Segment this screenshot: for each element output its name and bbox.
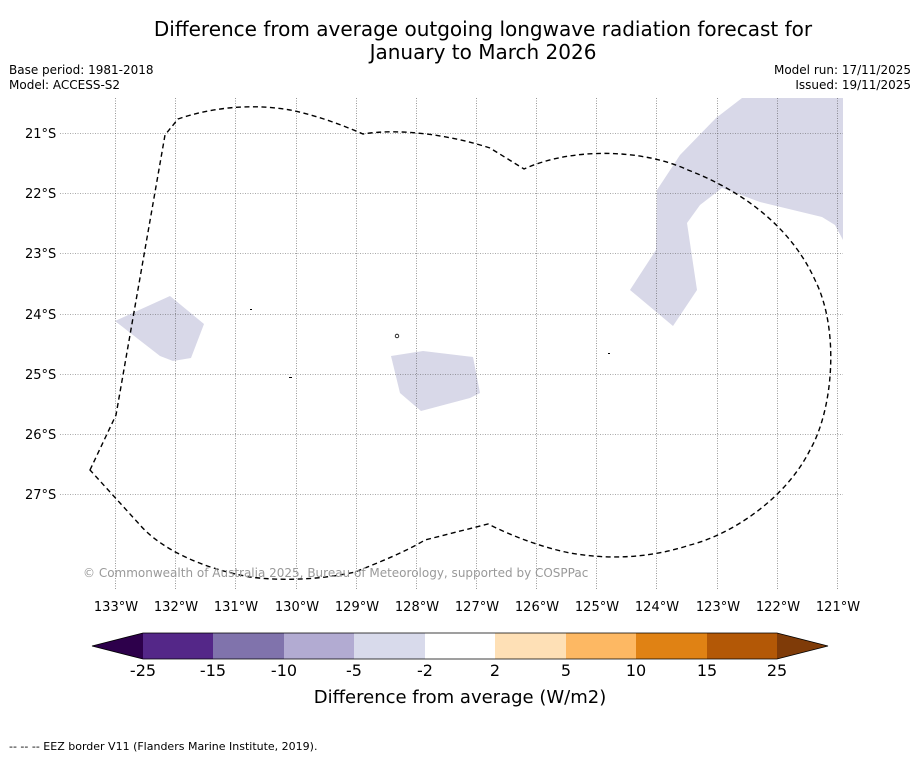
island-speck <box>289 377 292 378</box>
colorbar-segment <box>284 633 355 659</box>
latitude-labels: 21°S 22°S 23°S 24°S 25°S 26°S 27°S <box>25 127 56 503</box>
lon-label: 131°W <box>214 600 258 615</box>
lat-label: 24°S <box>25 308 56 323</box>
meta-left: Base period: 1981-2018 Model: ACCESS-S2 <box>9 63 154 93</box>
gridlines <box>60 98 843 590</box>
colorbar-tick: 25 <box>767 661 787 680</box>
longitude-labels: 133°W 132°W 131°W 130°W 129°W 128°W 127°… <box>94 600 860 615</box>
islands <box>250 309 610 378</box>
footer-source: -- -- -- EEZ border V11 (Flanders Marine… <box>9 740 318 753</box>
colorbar-segment <box>213 633 284 659</box>
colorbar: -25 -15 -10 -5 -2 2 5 10 15 25 Differenc… <box>91 632 829 708</box>
island-speck <box>250 309 252 310</box>
colorbar-tick: -15 <box>200 661 226 680</box>
colorbar-segment <box>425 633 496 659</box>
anomaly-patches <box>115 98 843 411</box>
colorbar-extend-high <box>777 633 828 659</box>
lon-label: 128°W <box>395 600 439 615</box>
island-speck <box>608 353 610 354</box>
eez-border <box>89 106 832 580</box>
map: 133°W 132°W 131°W 130°W 129°W 128°W 127°… <box>25 98 860 708</box>
colorbar-tick: 15 <box>697 661 717 680</box>
issued-date: Issued: 19/11/2025 <box>795 78 911 92</box>
colorbar-segment <box>636 633 707 659</box>
lat-label: 27°S <box>25 488 56 503</box>
title-line-1: Difference from average outgoing longwav… <box>153 17 813 41</box>
lat-label: 25°S <box>25 368 56 383</box>
model-run: Model run: 17/11/2025 <box>773 63 911 77</box>
lon-label: 122°W <box>756 600 800 615</box>
colorbar-segment <box>495 633 566 659</box>
colorbar-tick: 5 <box>561 661 571 680</box>
colorbar-segment <box>143 633 214 659</box>
anomaly-patch-northeast <box>630 98 843 326</box>
colorbar-tick: 2 <box>490 661 500 680</box>
colorbar-segment <box>566 633 637 659</box>
colorbar-outline <box>91 632 829 660</box>
lon-label: 125°W <box>575 600 619 615</box>
map-title: Difference from average outgoing longwav… <box>0 18 919 64</box>
meta-right: Model run: 17/11/2025 Issued: 19/11/2025 <box>774 63 911 93</box>
model-name: Model: ACCESS-S2 <box>9 78 121 92</box>
lon-label: 127°W <box>455 600 499 615</box>
lon-label: 123°W <box>696 600 740 615</box>
colorbar-extend-low <box>92 633 143 659</box>
lat-label: 26°S <box>25 428 56 443</box>
lat-label: 22°S <box>25 187 56 202</box>
colorbar-tick: 10 <box>626 661 646 680</box>
lon-label: 133°W <box>94 600 138 615</box>
colorbar-segment <box>354 633 425 659</box>
colorbar-tick: -5 <box>346 661 362 680</box>
colorbar-tick-labels: -25 -15 -10 -5 -2 2 5 10 15 25 <box>130 661 787 680</box>
lat-label: 21°S <box>25 127 56 142</box>
colorbar-tick: -25 <box>130 661 156 680</box>
copyright-notice: © Commonwealth of Australia 2025, Bureau… <box>83 566 588 580</box>
lon-label: 132°W <box>154 600 198 615</box>
colorbar-tick: -2 <box>417 661 433 680</box>
lon-label: 126°W <box>515 600 559 615</box>
lon-label: 124°W <box>635 600 679 615</box>
island-speck <box>394 333 400 339</box>
colorbar-segment <box>707 633 778 659</box>
lon-label: 129°W <box>335 600 379 615</box>
anomaly-patch-central <box>391 351 480 411</box>
lon-label: 130°W <box>275 600 319 615</box>
title-line-2: January to March 2026 <box>369 40 597 64</box>
lat-label: 23°S <box>25 247 56 262</box>
base-period: Base period: 1981-2018 <box>9 63 154 77</box>
anomaly-patch-west <box>115 296 204 361</box>
lon-label: 121°W <box>816 600 860 615</box>
colorbar-label: Difference from average (W/m2) <box>314 687 606 708</box>
colorbar-tick: -10 <box>271 661 297 680</box>
